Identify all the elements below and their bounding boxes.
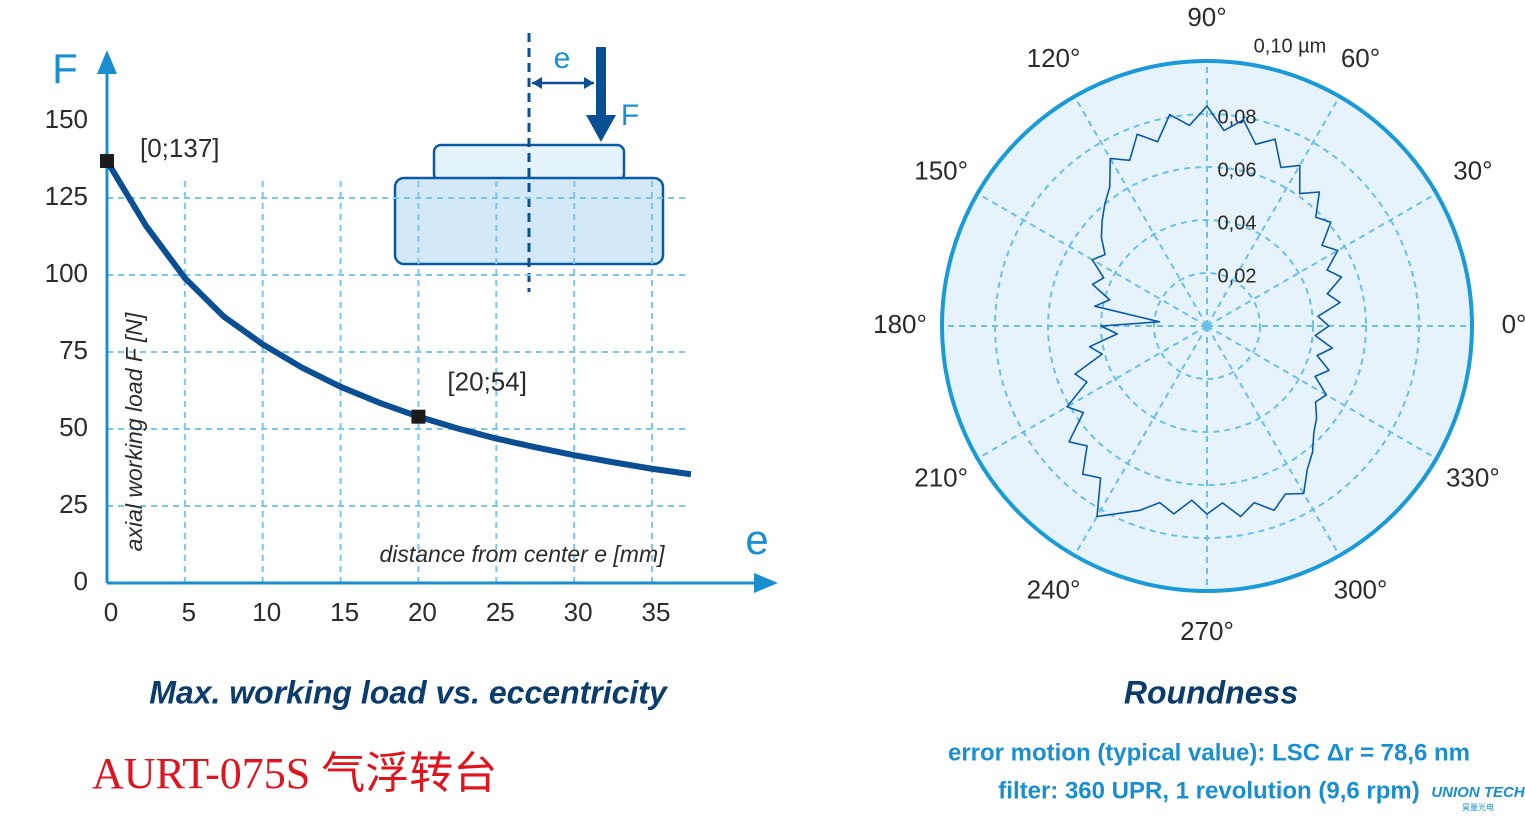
spoke-grid-line [977, 325, 1208, 460]
roundness-trace [1066, 105, 1343, 518]
annotation-label: [20;54] [447, 367, 527, 397]
spoke-grid-line [1206, 325, 1437, 460]
x-tick-label: 35 [642, 597, 671, 627]
y-tick-label: 25 [59, 489, 88, 519]
angle-label: 150° [914, 155, 968, 185]
angle-label: 210° [914, 462, 968, 492]
inset-force-shaft [596, 47, 606, 117]
y-axis-symbol: F [52, 45, 78, 92]
x-axis-symbol: e [745, 516, 768, 563]
inset-force-head [586, 115, 616, 142]
x-tick-label: 20 [408, 597, 437, 627]
y-axis-label: axial working load F [N] [121, 312, 147, 551]
y-tick-label: 150 [45, 104, 88, 134]
chart-subtitle: filter: 360 UPR, 1 revolution (9,6 rpm) [998, 777, 1419, 804]
annotation-point [411, 409, 426, 424]
load-curve [104, 159, 692, 478]
outer-ring [940, 59, 1474, 593]
annotation-label: [0;137] [140, 133, 220, 163]
watermark-logo: UNION TECH [1431, 784, 1525, 801]
product-caption: AURT-075S 气浮转台 [92, 749, 497, 798]
angle-label: 240° [1027, 575, 1081, 605]
y-tick-label: 75 [59, 335, 88, 365]
spoke-grid-line [1073, 96, 1208, 327]
angle-label: 90° [1187, 2, 1226, 32]
y-tick-label: 125 [45, 181, 88, 211]
spoke-grid-line [1206, 96, 1341, 327]
angle-label: 0° [1502, 309, 1525, 339]
angle-label: 120° [1027, 43, 1081, 73]
x-axis-label: distance from center e [mm] [379, 541, 665, 567]
watermark-subtext: 昊量光电 [1462, 802, 1494, 812]
x-tick-label: 10 [252, 597, 281, 627]
ring-grid-line [1153, 272, 1261, 380]
spoke-grid-line [1206, 192, 1437, 327]
spoke-grid-line [1206, 325, 1341, 556]
r-tick-label: 0,04 [1218, 212, 1257, 234]
y-axis-arrow [97, 50, 117, 74]
angle-label: 330° [1446, 462, 1500, 492]
angle-label: 180° [873, 309, 927, 339]
ring-grid-line [994, 113, 1420, 539]
ring-grid-line [1047, 166, 1367, 486]
spoke-grid-line [1073, 325, 1208, 556]
r-tick-label: 0,06 [1218, 159, 1257, 181]
annotation-point [100, 154, 114, 169]
x-tick-label: 30 [564, 597, 593, 627]
y-tick-label: 50 [59, 412, 88, 442]
r-tick-label: 0,08 [1218, 106, 1257, 128]
r-tick-label: 0,10 µm [1254, 35, 1327, 57]
x-tick-label: 0 [104, 597, 118, 627]
angle-label: 30° [1453, 155, 1492, 185]
chart-title: Max. working load vs. eccentricity [149, 674, 669, 710]
angle-label: 300° [1334, 575, 1388, 605]
r-tick-label: 0,02 [1218, 265, 1257, 287]
angle-label: 60° [1341, 43, 1380, 73]
inset-f-label: F [621, 99, 639, 132]
x-tick-label: 25 [486, 597, 515, 627]
inset-diagram: e F [393, 33, 665, 292]
chart-subtitle: error motion (typical value): LSC Δr = 7… [948, 739, 1470, 766]
chart-title: Roundness [1124, 674, 1298, 710]
y-tick-label: 100 [45, 258, 88, 288]
y-tick-label: 0 [74, 566, 88, 596]
x-axis-arrow [754, 573, 778, 593]
x-tick-label: 15 [330, 597, 359, 627]
angle-label: 270° [1180, 616, 1234, 646]
x-tick-label: 5 [182, 597, 196, 627]
inset-e-label: e [554, 42, 571, 75]
